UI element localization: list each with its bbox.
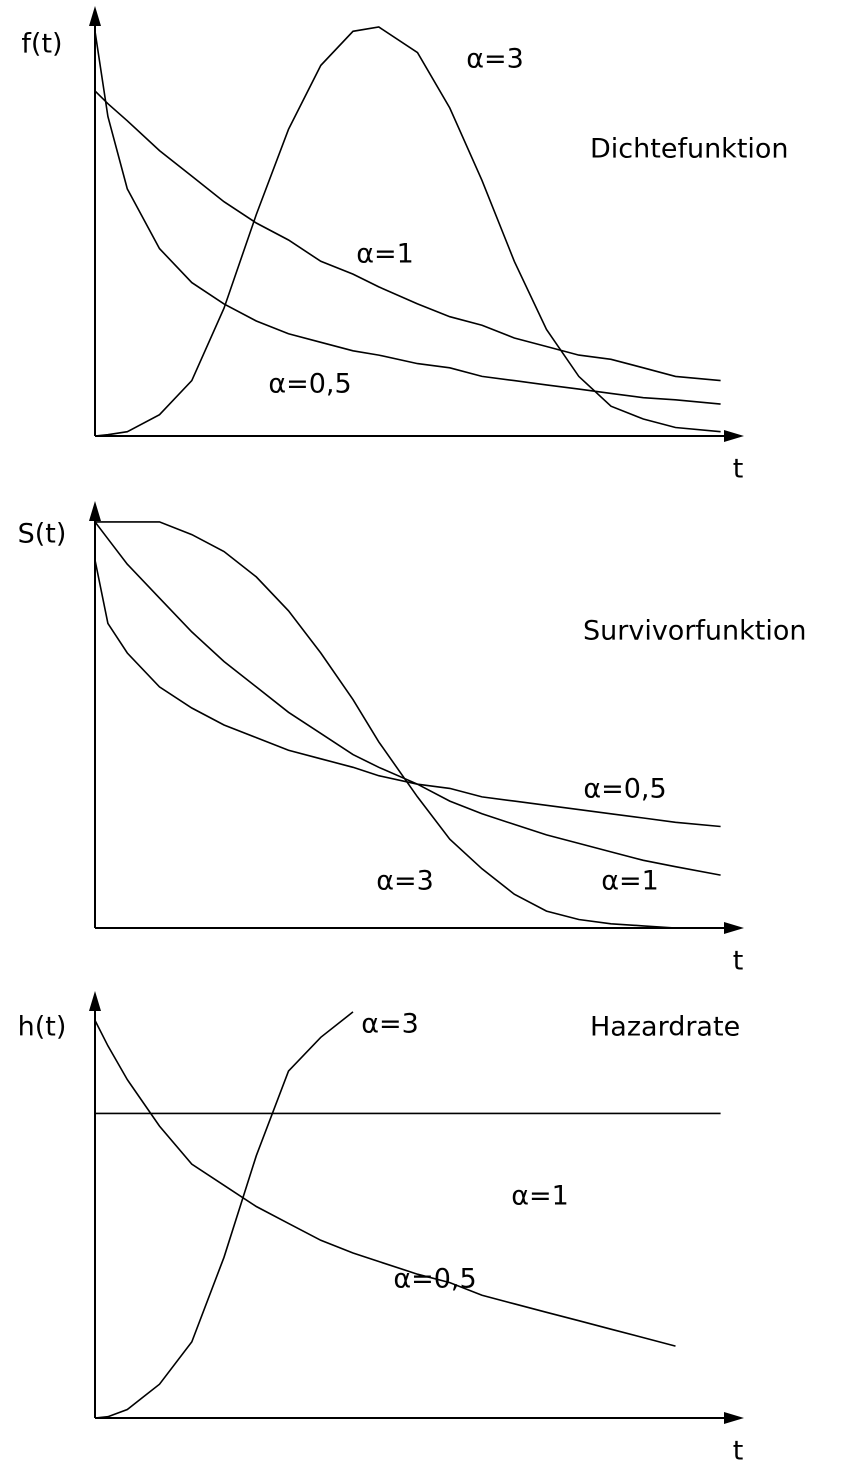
y-arrow (89, 991, 101, 1011)
series-label: α=0,5 (393, 1264, 476, 1295)
curve (94, 1020, 676, 1347)
x-axis-label: t (733, 946, 744, 977)
curve (94, 559, 721, 828)
series-label: α=1 (601, 866, 659, 897)
annotation: Hazardrate (590, 1012, 740, 1043)
series-label: α=1 (356, 239, 414, 270)
x-axis-label: t (733, 1436, 744, 1462)
y-arrow (89, 6, 101, 26)
curve (94, 31, 721, 405)
x-axis-label: t (733, 454, 744, 485)
x-arrow (724, 922, 744, 934)
annotation: Dichtefunktion (590, 134, 789, 165)
series-label: α=0,5 (583, 774, 666, 805)
series-label: α=3 (361, 1009, 419, 1040)
y-axis-label: h(t) (18, 1012, 67, 1043)
curve (94, 26, 721, 437)
series-label: α=1 (511, 1181, 569, 1212)
series-label: α=0,5 (268, 369, 351, 400)
annotation: Survivorfunktion (583, 616, 807, 647)
series-label: α=3 (466, 44, 524, 75)
curve (94, 90, 721, 382)
series-label: α=3 (376, 866, 434, 897)
y-arrow (89, 501, 101, 521)
y-axis-label: S(t) (18, 519, 67, 550)
curve (94, 1011, 354, 1419)
x-arrow (724, 430, 744, 442)
y-axis-label: f(t) (21, 29, 62, 60)
x-arrow (724, 1412, 744, 1424)
curve (94, 521, 721, 876)
curve (95, 521, 676, 929)
